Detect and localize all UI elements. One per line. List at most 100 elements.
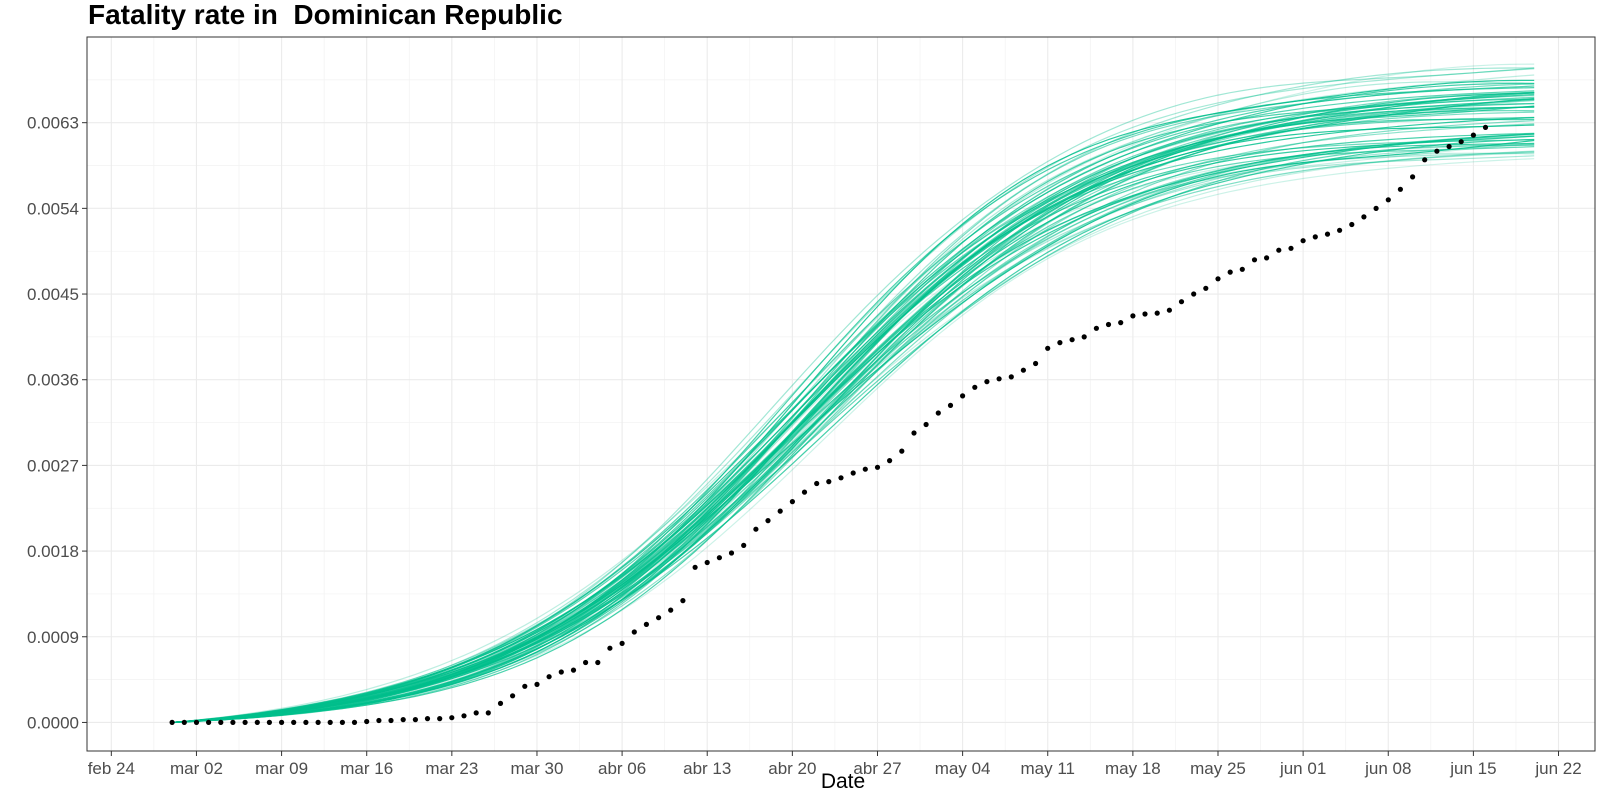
observed-point — [1020, 367, 1026, 373]
observed-point — [996, 376, 1002, 382]
simulation-line — [172, 74, 1535, 723]
x-tick-label: mar 30 — [511, 759, 564, 778]
simulation-series-group — [172, 63, 1535, 723]
observed-point — [327, 719, 333, 726]
simulation-line — [172, 92, 1535, 723]
observed-point — [254, 719, 260, 726]
observed-point — [972, 384, 978, 390]
observed-point — [169, 719, 175, 726]
x-tick-label: jun 08 — [1364, 759, 1411, 778]
observed-point — [570, 667, 577, 673]
observed-point — [449, 715, 455, 721]
observed-point — [339, 719, 345, 726]
observed-point — [607, 645, 613, 651]
observed-point — [1239, 266, 1245, 272]
x-tick-label: abr 06 — [598, 759, 646, 778]
observed-point — [984, 379, 990, 385]
observed-point — [899, 448, 905, 454]
observed-point — [364, 718, 370, 725]
observed-series-group — [169, 124, 1489, 726]
observed-point — [1410, 174, 1416, 180]
observed-point — [291, 719, 297, 726]
x-tick-label: feb 24 — [88, 759, 135, 778]
observed-point — [850, 470, 856, 476]
observed-point — [716, 555, 723, 561]
observed-point — [181, 719, 187, 726]
y-tick-label: 0.0036 — [27, 371, 79, 390]
observed-point — [1093, 325, 1099, 331]
observed-point — [558, 669, 564, 675]
observed-point — [1118, 320, 1124, 326]
observed-point — [1178, 299, 1185, 305]
observed-point — [388, 717, 394, 724]
observed-point — [1312, 234, 1318, 240]
observed-point — [218, 719, 224, 726]
observed-point — [1081, 334, 1087, 340]
x-tick-label: may 04 — [935, 759, 991, 778]
observed-point — [643, 621, 650, 628]
y-tick-label: 0.0009 — [27, 628, 79, 647]
observed-point — [874, 464, 881, 470]
observed-point — [473, 710, 479, 716]
observed-point — [704, 559, 710, 566]
observed-point — [1033, 360, 1039, 367]
observed-point — [1227, 269, 1233, 275]
observed-point — [509, 693, 516, 699]
observed-point — [1008, 374, 1014, 380]
observed-point — [583, 659, 589, 666]
y-tick-label: 0.0000 — [27, 713, 79, 732]
observed-point — [303, 719, 309, 726]
observed-point — [193, 719, 200, 726]
x-tick-label: mar 16 — [340, 759, 393, 778]
observed-point — [777, 508, 783, 514]
x-tick-label: may 18 — [1105, 759, 1161, 778]
simulation-line — [172, 150, 1535, 723]
observed-point — [1142, 311, 1148, 317]
observed-point — [887, 458, 893, 464]
chart-title: Fatality rate in Dominican Republic — [88, 0, 563, 30]
simulation-line — [172, 132, 1535, 723]
observed-point — [631, 629, 637, 635]
y-tick-label: 0.0054 — [27, 199, 79, 218]
observed-point — [1422, 157, 1428, 163]
axis-layer: feb 24 mar 02 mar 09 mar 16 mar 23 mar 30 abr … — [27, 114, 1582, 778]
observed-point — [789, 499, 796, 505]
observed-point — [814, 480, 820, 487]
observed-point — [619, 640, 625, 647]
observed-point — [461, 713, 467, 719]
observed-point — [497, 700, 504, 707]
observed-point — [1130, 313, 1136, 319]
observed-point — [680, 598, 686, 604]
observed-point — [801, 489, 808, 495]
observed-point — [838, 475, 844, 481]
observed-point — [522, 683, 528, 689]
observed-point — [400, 717, 406, 723]
observed-point — [960, 393, 966, 399]
observed-point — [1154, 310, 1160, 316]
observed-point — [376, 717, 382, 724]
observed-point — [728, 550, 735, 556]
simulation-line — [172, 117, 1535, 723]
observed-point — [935, 410, 941, 416]
x-tick-label: mar 23 — [425, 759, 478, 778]
simulation-line — [172, 133, 1535, 723]
simulation-line — [172, 146, 1535, 723]
simulation-line — [172, 110, 1535, 723]
observed-point — [1373, 205, 1379, 211]
observed-point — [1482, 124, 1489, 130]
observed-point — [1385, 197, 1391, 203]
observed-point — [826, 479, 832, 485]
observed-point — [412, 717, 418, 723]
y-tick-label: 0.0045 — [27, 285, 79, 304]
observed-point — [692, 564, 698, 570]
x-tick-label: abr 27 — [853, 759, 901, 778]
observed-point — [351, 719, 358, 726]
observed-point — [279, 719, 285, 726]
observed-point — [485, 710, 491, 716]
x-tick-label: abr 13 — [683, 759, 731, 778]
observed-point — [1324, 231, 1331, 237]
simulation-line — [172, 67, 1535, 723]
observed-point — [947, 402, 954, 408]
observed-point — [1203, 285, 1209, 291]
observed-point — [862, 466, 868, 472]
